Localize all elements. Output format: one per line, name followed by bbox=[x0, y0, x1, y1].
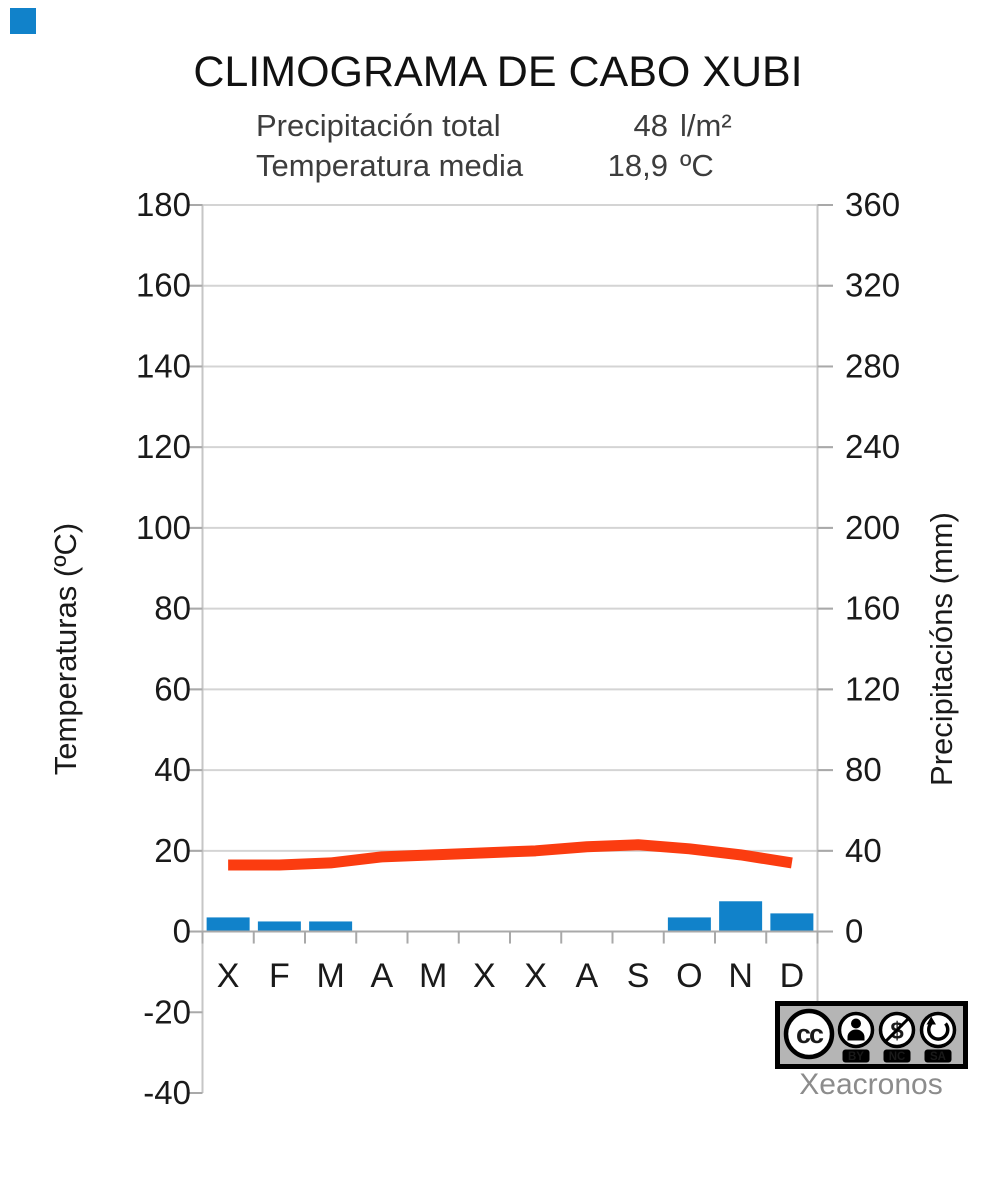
right-tick-label: 360 bbox=[845, 186, 900, 223]
month-label-1: F bbox=[269, 957, 290, 995]
blue-corner-marker bbox=[10, 8, 36, 34]
gridlines bbox=[188, 204, 833, 852]
cc-by-person-icon bbox=[837, 1011, 875, 1049]
right-tick-label: 200 bbox=[845, 509, 900, 546]
left-tick-label: 60 bbox=[154, 670, 191, 707]
subtitle-temperature-row: Temperatura media 18,9 ºC bbox=[256, 146, 732, 186]
precipitation-bar-x0 bbox=[206, 917, 250, 932]
credit-text: Xeacronos bbox=[799, 1068, 943, 1101]
precipitation-total-unit: l/m² bbox=[680, 108, 732, 143]
right-tick-label: 80 bbox=[845, 751, 882, 788]
right-tick-label: 320 bbox=[845, 267, 900, 304]
subtitle-precipitation-row: Precipitación total 48 l/m² bbox=[256, 106, 732, 146]
right-tick-label: 160 bbox=[845, 590, 900, 627]
month-label-4: M bbox=[419, 957, 447, 995]
cc-license-badge: cc $ BY NC SA bbox=[775, 1001, 968, 1069]
left-axis-tick-labels: 180 160 140 120 100 80 60 40 20 0 -20 -40 bbox=[136, 186, 191, 1111]
left-tick-label: 160 bbox=[136, 267, 191, 304]
left-tick-label: 100 bbox=[136, 509, 191, 546]
chart-subtitle: Precipitación total 48 l/m² Temperatura … bbox=[256, 106, 732, 186]
left-tick-label: 140 bbox=[136, 347, 191, 384]
month-label-8: S bbox=[627, 957, 650, 995]
cc-sa-arrow-icon bbox=[919, 1011, 957, 1049]
left-tick-label: 20 bbox=[154, 832, 191, 869]
right-tick-label: 120 bbox=[845, 670, 900, 707]
chart-title: CLIMOGRAMA DE CABO XUBI bbox=[193, 48, 803, 96]
cc-logo-icon: cc bbox=[783, 1008, 835, 1060]
left-tick-label: 40 bbox=[154, 751, 191, 788]
month-label-10: N bbox=[728, 957, 753, 995]
right-axis-tick-labels: 360 320 280 240 200 160 120 80 40 0 bbox=[845, 186, 900, 950]
plot-borders bbox=[201, 205, 819, 1093]
temperature-mean-value: 18,9 bbox=[607, 148, 668, 183]
temperature-mean-unit: ºC bbox=[680, 148, 714, 183]
precipitation-bars bbox=[206, 901, 814, 932]
cc-badge-graphic: cc $ BY NC SA bbox=[783, 1008, 957, 1063]
temperature-line bbox=[228, 839, 793, 871]
cc-by-pill bbox=[842, 1049, 870, 1063]
month-label-9: O bbox=[676, 957, 702, 995]
left-tick-label: 180 bbox=[136, 186, 191, 223]
svg-text:cc: cc bbox=[796, 1019, 824, 1049]
cc-sa-label: SA bbox=[930, 1051, 946, 1063]
precipitation-bar-m2 bbox=[309, 921, 353, 932]
month-label-5: X bbox=[473, 957, 496, 995]
temperature-polyline bbox=[228, 839, 793, 871]
left-tick-label: 80 bbox=[154, 590, 191, 627]
precipitation-bar-d11 bbox=[770, 913, 814, 932]
precipitation-bar-f1 bbox=[257, 921, 301, 932]
right-tick-label: 280 bbox=[845, 347, 900, 384]
axis-ticks bbox=[187, 204, 833, 1094]
left-tick-label: -40 bbox=[143, 1074, 191, 1111]
precipitation-total-label: Precipitación total bbox=[256, 108, 501, 143]
precipitation-bar-o9 bbox=[667, 917, 711, 932]
left-tick-label: 120 bbox=[136, 428, 191, 465]
month-label-0: X bbox=[217, 957, 240, 995]
right-axis-title: Precipitacións (mm) bbox=[924, 512, 959, 786]
month-label-11: D bbox=[780, 957, 805, 995]
right-tick-label: 240 bbox=[845, 428, 900, 465]
month-label-2: M bbox=[316, 957, 344, 995]
right-tick-label: 40 bbox=[845, 832, 882, 869]
left-axis-title: Temperaturas (ºC) bbox=[48, 523, 83, 776]
month-label-3: A bbox=[371, 957, 394, 995]
left-tick-label: 0 bbox=[173, 913, 191, 950]
precipitation-total-value: 48 bbox=[633, 108, 668, 143]
cc-nc-label: NC bbox=[889, 1051, 906, 1063]
left-tick-label: -20 bbox=[143, 993, 191, 1030]
right-tick-label: 0 bbox=[845, 913, 863, 950]
cc-nc-pill bbox=[883, 1049, 911, 1063]
month-label-6: X bbox=[524, 957, 547, 995]
cc-by-label: BY bbox=[848, 1051, 864, 1063]
cc-nc-dollar-icon: $ bbox=[878, 1011, 916, 1049]
cc-sa-pill bbox=[924, 1049, 952, 1063]
month-label-7: A bbox=[576, 957, 599, 995]
temperature-mean-label: Temperatura media bbox=[256, 148, 524, 183]
precipitation-bar-n10 bbox=[719, 901, 763, 932]
